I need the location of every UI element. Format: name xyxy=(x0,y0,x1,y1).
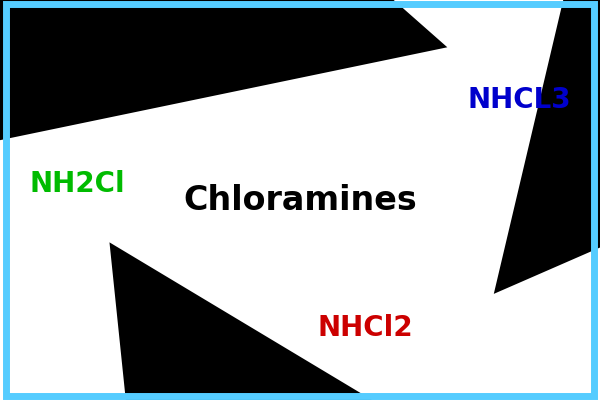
Text: Chloramines: Chloramines xyxy=(183,184,417,216)
FancyArrowPatch shape xyxy=(109,242,600,400)
Text: NH2Cl: NH2Cl xyxy=(30,170,125,198)
FancyArrowPatch shape xyxy=(494,0,600,294)
Text: NHCL3: NHCL3 xyxy=(468,86,572,114)
FancyArrowPatch shape xyxy=(0,0,448,279)
Text: NHCl2: NHCl2 xyxy=(318,314,413,342)
